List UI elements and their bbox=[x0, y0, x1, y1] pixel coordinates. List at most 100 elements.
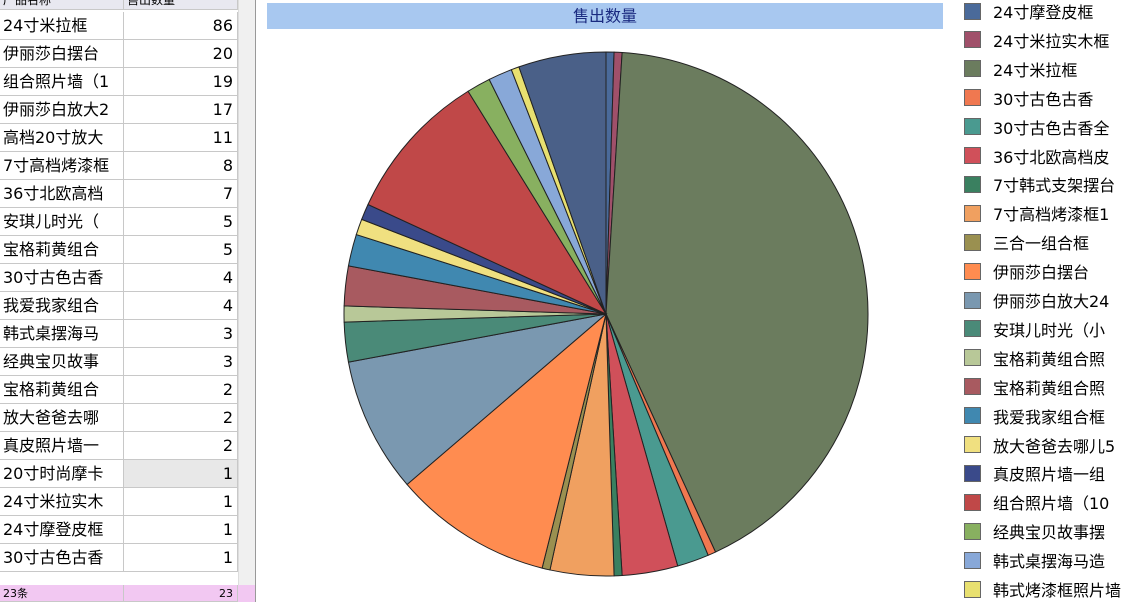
sold-count: 20 bbox=[124, 40, 238, 68]
legend-label: 韩式桌摆海马造 bbox=[993, 552, 1106, 572]
legend-item: 宝格莉黄组合照 bbox=[964, 348, 1106, 369]
legend-label: 韩式烤漆框照片墙 bbox=[993, 581, 1122, 600]
sold-count: 5 bbox=[124, 236, 238, 264]
table-row[interactable]: 伊丽莎白放大2 17 bbox=[0, 96, 238, 124]
table-row[interactable]: 30寸古色古香 1 bbox=[0, 544, 238, 572]
table-row[interactable]: 经典宝贝故事 3 bbox=[0, 348, 238, 376]
sold-count: 17 bbox=[124, 96, 238, 124]
legend-item: 7寸高档烤漆框1 bbox=[964, 203, 1109, 224]
table-row[interactable]: 宝格莉黄组合 2 bbox=[0, 376, 238, 404]
legend-label: 宝格莉黄组合照 bbox=[993, 378, 1106, 398]
product-name: 真皮照片墙一 bbox=[0, 432, 124, 460]
title-bar bbox=[267, 3, 943, 29]
data-table: 产品名称 售出数量 23条 23 24寸米拉框 86 伊丽莎白摆台 20 组合照片墙（1… bbox=[0, 0, 256, 602]
legend-label: 30寸古色古香 bbox=[993, 89, 1094, 109]
legend-label: 7寸韩式支架摆台 bbox=[993, 176, 1116, 196]
table-row[interactable]: 24寸摩登皮框 1 bbox=[0, 516, 238, 544]
product-name: 组合照片墙（1 bbox=[0, 68, 124, 96]
table-row[interactable]: 高档20寸放大 11 bbox=[0, 124, 238, 152]
sold-count: 3 bbox=[124, 320, 238, 348]
sold-count: 3 bbox=[124, 348, 238, 376]
table-header: 产品名称 售出数量 bbox=[0, 0, 238, 10]
legend-label: 伊丽莎白放大24 bbox=[993, 292, 1110, 311]
legend-label: 24寸摩登皮框 bbox=[993, 3, 1094, 22]
pie-slice bbox=[367, 90, 608, 316]
product-name: 伊丽莎白摆台 bbox=[0, 40, 124, 68]
table-row[interactable]: 24寸米拉框 86 bbox=[0, 12, 238, 40]
column-header[interactable]: 产品名称 bbox=[0, 0, 124, 10]
legend-swatch bbox=[964, 89, 981, 107]
legend-label: 组合照片墙（10 bbox=[993, 494, 1110, 514]
table-row[interactable]: 韩式桌摆海马 3 bbox=[0, 320, 238, 348]
legend-item: 组合照片墙（10 bbox=[964, 492, 1110, 514]
legend-label: 三合一组合框 bbox=[993, 234, 1090, 254]
sold-count: 7 bbox=[124, 180, 238, 208]
table-row[interactable]: 7寸高档烤漆框 8 bbox=[0, 152, 238, 180]
legend-swatch bbox=[964, 464, 981, 482]
table-row[interactable]: 伊丽莎白摆台 20 bbox=[0, 40, 238, 68]
legend-item: 伊丽莎白摆台 bbox=[964, 261, 1089, 282]
product-name: 经典宝贝故事 bbox=[0, 348, 124, 376]
legend-label: 我爱我家组合框 bbox=[993, 407, 1106, 427]
sold-count: 11 bbox=[124, 124, 238, 152]
legend-swatch bbox=[964, 551, 981, 569]
table-row[interactable]: 30寸古色古香 4 bbox=[0, 264, 238, 292]
product-name: 安琪儿时光（ bbox=[0, 208, 124, 236]
legend-swatch bbox=[964, 378, 981, 396]
table-row[interactable]: 24寸米拉实木 1 bbox=[0, 488, 238, 516]
legend-item: 安琪儿时光（小 bbox=[964, 319, 1106, 340]
legend-item: 30寸古色古香 bbox=[964, 88, 1094, 109]
legend-swatch bbox=[964, 291, 981, 309]
table-row[interactable]: 组合照片墙（1 19 bbox=[0, 68, 238, 96]
table-footer: 23条 23 bbox=[0, 585, 255, 602]
table-row[interactable]: 我爱我家组合 4 bbox=[0, 292, 238, 320]
legend-swatch bbox=[964, 175, 981, 193]
sold-count: 2 bbox=[124, 404, 238, 432]
pie-slice bbox=[347, 313, 608, 486]
pie-slice bbox=[605, 51, 869, 553]
legend-item: 24寸摩登皮框 bbox=[964, 1, 1094, 22]
legend-item: 36寸北欧高档皮 bbox=[964, 146, 1109, 167]
sold-count: 5 bbox=[124, 208, 238, 236]
sold-count: 4 bbox=[124, 264, 238, 292]
table-row[interactable]: 36寸北欧高档 7 bbox=[0, 180, 238, 208]
legend-swatch bbox=[964, 493, 981, 511]
legend-swatch bbox=[964, 262, 981, 280]
product-name: 伊丽莎白放大2 bbox=[0, 96, 124, 124]
legend-swatch bbox=[964, 349, 981, 367]
legend-item: 真皮照片墙一组 bbox=[964, 463, 1105, 484]
legend-label: 宝格莉黄组合照 bbox=[993, 349, 1106, 369]
legend-item: 24寸米拉实木框 bbox=[964, 30, 1109, 51]
scrollbar[interactable] bbox=[238, 0, 255, 585]
product-name: 7寸高档烤漆框 bbox=[0, 152, 124, 180]
legend-label: 放大爸爸去哪儿5 bbox=[993, 436, 1116, 456]
sold-count: 1 bbox=[124, 544, 238, 572]
legend-swatch bbox=[964, 204, 981, 222]
column-header[interactable]: 售出数量 bbox=[124, 0, 238, 10]
legend-swatch bbox=[964, 2, 981, 20]
legend-label: 经典宝贝故事摆 bbox=[993, 523, 1106, 543]
product-name: 20寸时尚摩卡 bbox=[0, 460, 124, 488]
legend-item: 韩式烤漆框照片墙 bbox=[964, 579, 1122, 600]
legend-item: 韩式桌摆海马造 bbox=[964, 550, 1106, 572]
product-name: 24寸摩登皮框 bbox=[0, 516, 124, 544]
legend-swatch bbox=[964, 407, 981, 425]
sold-count: 2 bbox=[124, 432, 238, 460]
legend-item: 7寸韩式支架摆台 bbox=[964, 174, 1116, 196]
table-row[interactable]: 真皮照片墙一 2 bbox=[0, 432, 238, 460]
legend: 24寸摩登皮框 24寸米拉实木框 24寸米拉框 30寸古色古香 30寸古色古香全 36寸北… bbox=[960, 0, 1129, 602]
row-count: 23条 bbox=[0, 585, 124, 602]
footer-total: 23 bbox=[124, 585, 238, 602]
sold-count: 4 bbox=[124, 292, 238, 320]
chart-title: 售出数量 bbox=[573, 7, 637, 26]
legend-item: 伊丽莎白放大24 bbox=[964, 290, 1110, 311]
legend-swatch bbox=[964, 580, 981, 598]
table-row[interactable]: 20寸时尚摩卡 1 bbox=[0, 460, 238, 488]
legend-label: 24寸米拉框 bbox=[993, 60, 1078, 80]
table-row[interactable]: 宝格莉黄组合 5 bbox=[0, 236, 238, 264]
legend-item: 宝格莉黄组合照 bbox=[964, 377, 1106, 398]
table-row[interactable]: 安琪儿时光（ 5 bbox=[0, 208, 238, 236]
table-row[interactable]: 放大爸爸去哪 2 bbox=[0, 404, 238, 432]
legend-label: 安琪儿时光（小 bbox=[993, 320, 1106, 340]
